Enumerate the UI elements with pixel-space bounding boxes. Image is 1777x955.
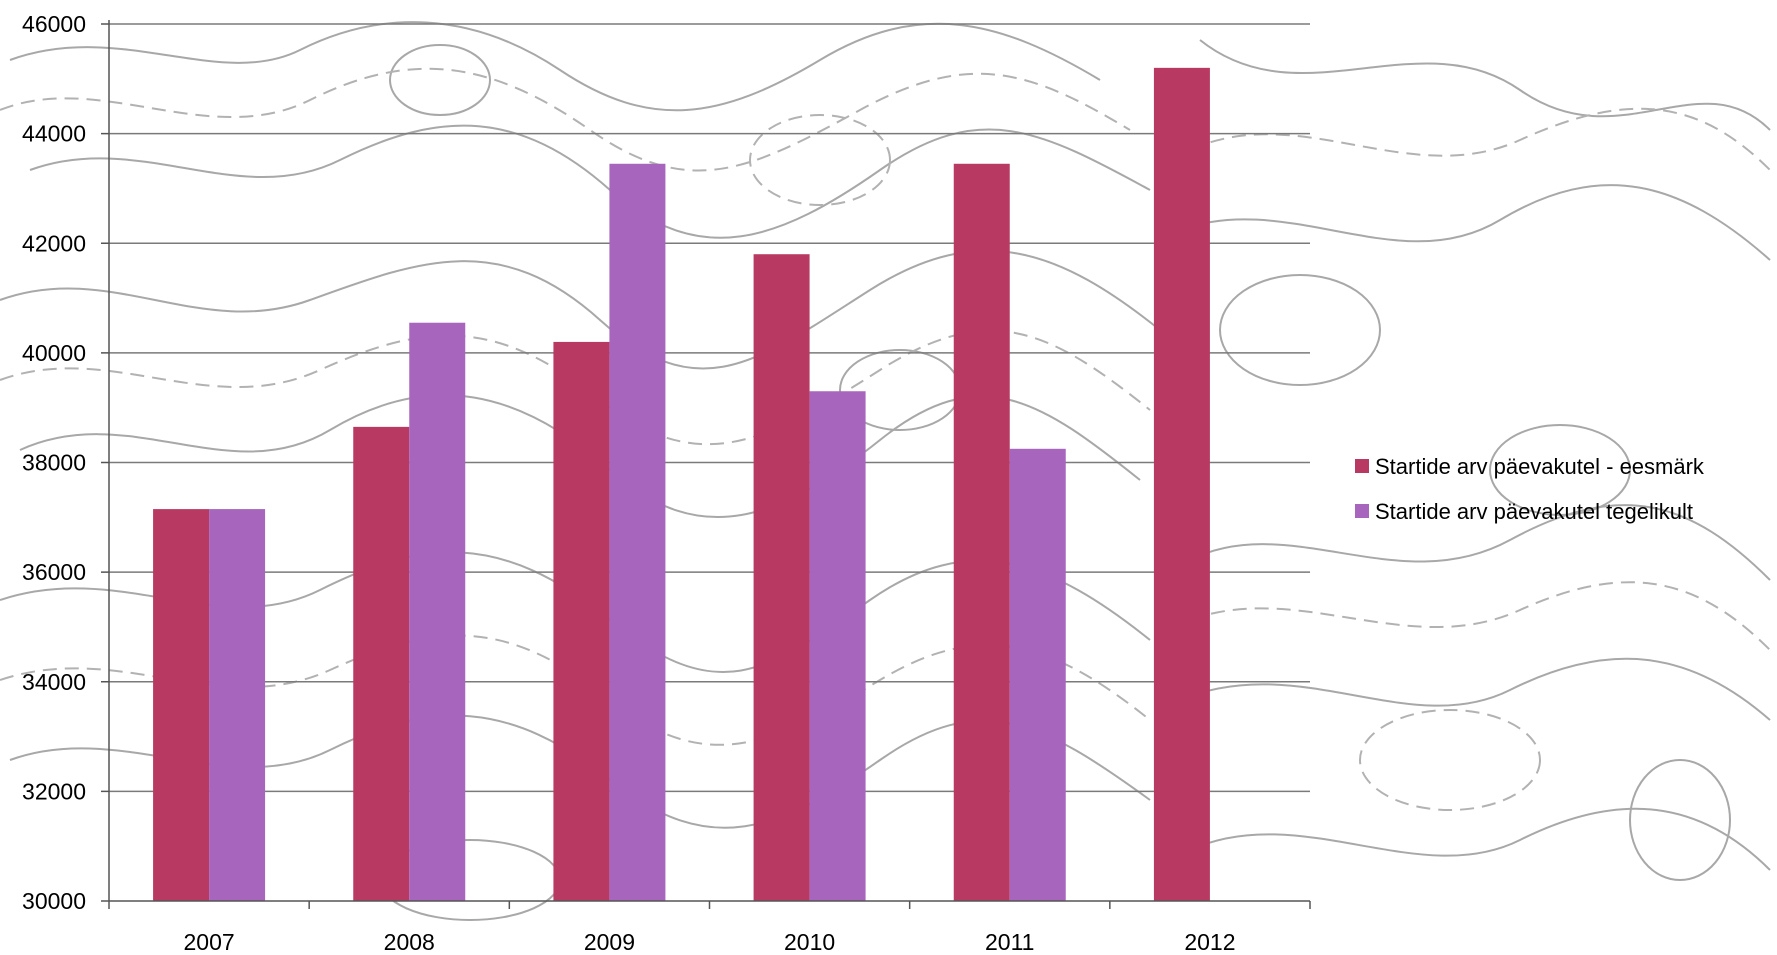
bar	[753, 254, 810, 901]
bar	[553, 341, 610, 902]
y-tick-label: 32000	[22, 778, 86, 804]
y-tick-label: 46000	[22, 11, 86, 37]
bar	[609, 163, 666, 902]
bar	[1153, 67, 1210, 902]
bar	[353, 426, 410, 901]
y-tick-label: 42000	[22, 230, 86, 256]
legend-label: Startide arv päevakutel - eesmärk	[1375, 454, 1705, 479]
bars	[153, 67, 1210, 902]
y-tick-label: 44000	[22, 121, 86, 147]
bar	[209, 509, 266, 901]
x-tick-label: 2007	[183, 929, 234, 955]
y-tick-label: 38000	[22, 450, 86, 476]
y-tick-label: 36000	[22, 559, 86, 585]
x-tick-label: 2012	[1184, 929, 1235, 955]
bar	[953, 163, 1010, 902]
x-tick-label: 2011	[985, 929, 1034, 955]
bar	[409, 322, 466, 901]
bar	[809, 391, 866, 901]
y-tick-label: 40000	[22, 340, 86, 366]
legend-swatch	[1355, 504, 1369, 518]
x-tick-label: 2010	[784, 929, 835, 955]
x-tick-label: 2009	[584, 929, 635, 955]
x-tick-label: 2008	[384, 929, 435, 955]
bar	[1009, 448, 1066, 901]
gridlines	[109, 23, 1310, 793]
y-tick-label: 30000	[22, 888, 86, 914]
axes	[101, 20, 1311, 909]
legend-swatch	[1355, 459, 1369, 473]
legend: Startide arv päevakutel - eesmärk Startid…	[1355, 454, 1705, 524]
y-axis-labels: 30000 32000 34000 36000 38000 40000 42000 44000…	[22, 11, 86, 914]
bar	[153, 509, 210, 901]
legend-label: Startide arv päevakutel tegelikult	[1375, 499, 1693, 524]
y-tick-label: 34000	[22, 669, 86, 695]
x-axis-labels: 2007 2008 2009 2010 2011 2012	[183, 929, 1235, 955]
